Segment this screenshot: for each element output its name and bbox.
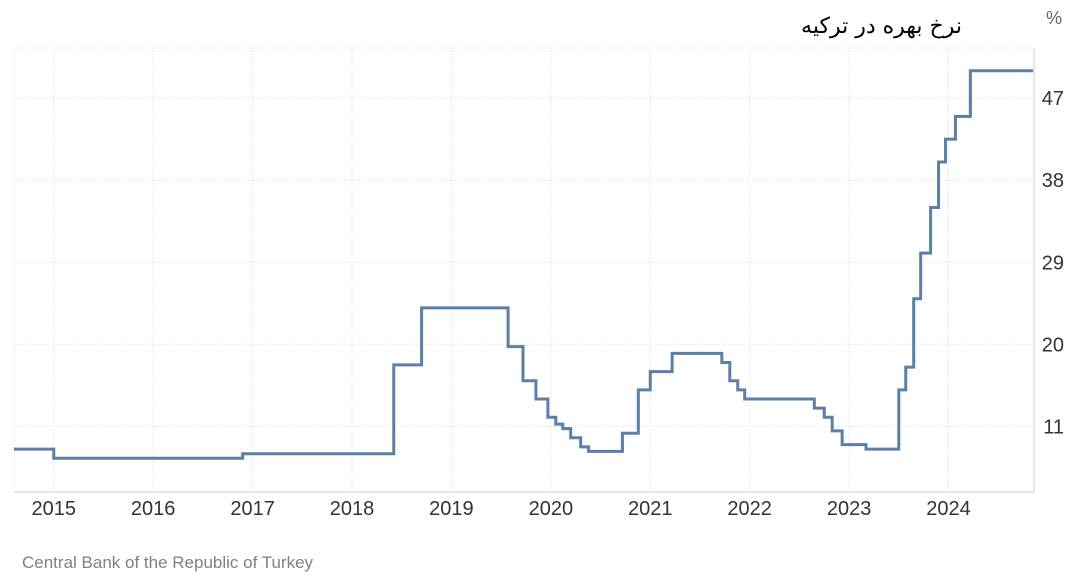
x-tick-label: 2016 bbox=[131, 498, 176, 520]
x-tick-label: 2023 bbox=[827, 498, 872, 520]
y-tick-label: 11 bbox=[1043, 416, 1064, 438]
y-tick-label: 29 bbox=[1042, 252, 1064, 274]
x-tick-label: 2022 bbox=[727, 498, 772, 520]
y-tick-label: 38 bbox=[1042, 170, 1064, 192]
x-tick-label: 2024 bbox=[926, 498, 971, 520]
axes bbox=[13, 48, 1035, 493]
y-tick-label: 20 bbox=[1042, 334, 1064, 356]
x-tick-label: 2017 bbox=[230, 498, 275, 520]
series-layer bbox=[14, 69, 1034, 460]
x-tick-label: 2015 bbox=[32, 498, 77, 520]
chart-title: نرخ بهره در ترکیه bbox=[801, 14, 962, 39]
x-tick-label: 2019 bbox=[429, 498, 474, 520]
unit-label: % bbox=[1046, 8, 1063, 28]
x-tick-label: 2018 bbox=[330, 498, 375, 520]
series-line bbox=[14, 69, 1034, 460]
grid bbox=[14, 47, 1034, 492]
tick-labels: 2015 2016 2017 2018 2019 2020 2021 2022 2023 2024… bbox=[32, 88, 1064, 520]
source-label: Central Bank of the Republic of Turkey bbox=[22, 553, 314, 572]
x-tick-label: 2021 bbox=[628, 498, 673, 520]
y-tick-label: 47 bbox=[1042, 88, 1064, 110]
x-tick-label: 2020 bbox=[529, 498, 574, 520]
